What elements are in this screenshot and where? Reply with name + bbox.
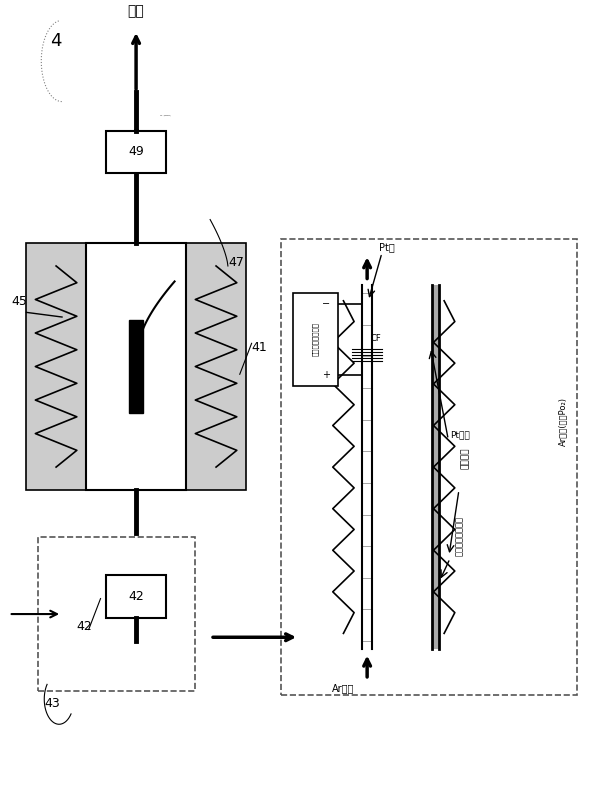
Text: 43: 43: [44, 696, 60, 710]
Text: 49... (see box): 49... (see box): [160, 114, 170, 116]
Bar: [86, 242, 187, 490]
Bar: [293, 293, 337, 386]
Text: 42: 42: [77, 619, 93, 633]
Bar: [106, 575, 166, 618]
Bar: [26, 242, 86, 490]
Text: Arガス: Arガス: [332, 683, 355, 693]
Bar: [38, 537, 196, 692]
Text: CF: CF: [370, 334, 381, 343]
Text: 42: 42: [128, 590, 144, 603]
Text: 45: 45: [12, 294, 28, 308]
Text: Pt線: Pt線: [379, 242, 395, 253]
Text: +: +: [322, 370, 331, 380]
Text: 4: 4: [50, 31, 62, 50]
Text: 排気: 排気: [128, 5, 145, 18]
Text: 47: 47: [228, 256, 244, 269]
Text: 直流電圧発生装置: 直流電圧発生装置: [312, 323, 319, 357]
Text: Arガス(極低Po₂): Arガス(極低Po₂): [558, 397, 567, 446]
Bar: [129, 320, 144, 413]
Bar: [106, 131, 166, 173]
Bar: [281, 239, 578, 695]
Text: ヒーター: ヒーター: [460, 447, 469, 469]
Bar: [187, 242, 246, 490]
Text: ジルコニア炉心管: ジルコニア炉心管: [454, 515, 463, 556]
Text: 41: 41: [252, 341, 267, 354]
Text: 49: 49: [128, 146, 144, 158]
Text: −: −: [322, 299, 331, 309]
Text: Pt電極: Pt電極: [450, 430, 470, 440]
Bar: [432, 286, 439, 648]
